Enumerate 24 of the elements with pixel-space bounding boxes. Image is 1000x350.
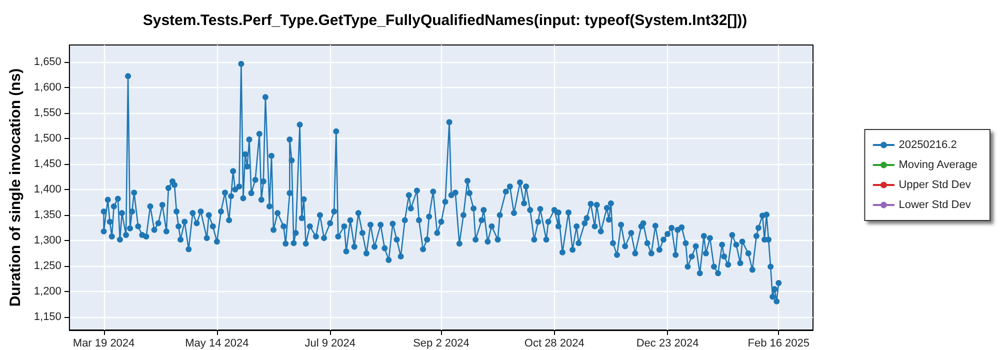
y-tick-label: 1,150 xyxy=(34,311,62,324)
x-tick-label: Dec 23 2024 xyxy=(636,338,699,350)
legend-label: Upper Std Dev xyxy=(898,179,972,191)
y-tick-label: 1,550 xyxy=(34,106,62,119)
y-tick-label: 1,350 xyxy=(34,209,62,222)
y-tick-label: 1,500 xyxy=(34,132,62,144)
x-tick-label: May 14 2024 xyxy=(185,338,249,350)
y-tick-label: 1,650 xyxy=(34,56,62,68)
y-tick-label: 1,400 xyxy=(34,184,62,196)
y-tick-label: 1,300 xyxy=(34,234,62,247)
x-tick-label: Feb 16 2025 xyxy=(748,338,810,350)
y-tick-label: 1,200 xyxy=(34,286,62,298)
y-axis-title: Duration of single invocation (ns) xyxy=(7,68,24,307)
legend-label: Moving Average xyxy=(898,159,978,171)
legend-label: 20250216.2 xyxy=(898,139,957,151)
y-tick-label: 1,450 xyxy=(34,158,62,170)
y-tick-label: 1,600 xyxy=(34,81,62,94)
x-tick-label: Sep 2 2024 xyxy=(413,338,470,350)
x-tick-label: Jul 9 2024 xyxy=(304,338,356,350)
x-tick-label: Mar 19 2024 xyxy=(72,338,135,350)
chart-title: System.Tests.Perf_Type.GetType_FullyQualifiedNames(input: typeof(System.Int32[])) xyxy=(142,12,748,29)
y-tick-label: 1,250 xyxy=(34,260,62,272)
x-tick-label: Oct 28 2024 xyxy=(524,338,584,350)
legend-label: Lower Std Dev xyxy=(898,199,972,211)
